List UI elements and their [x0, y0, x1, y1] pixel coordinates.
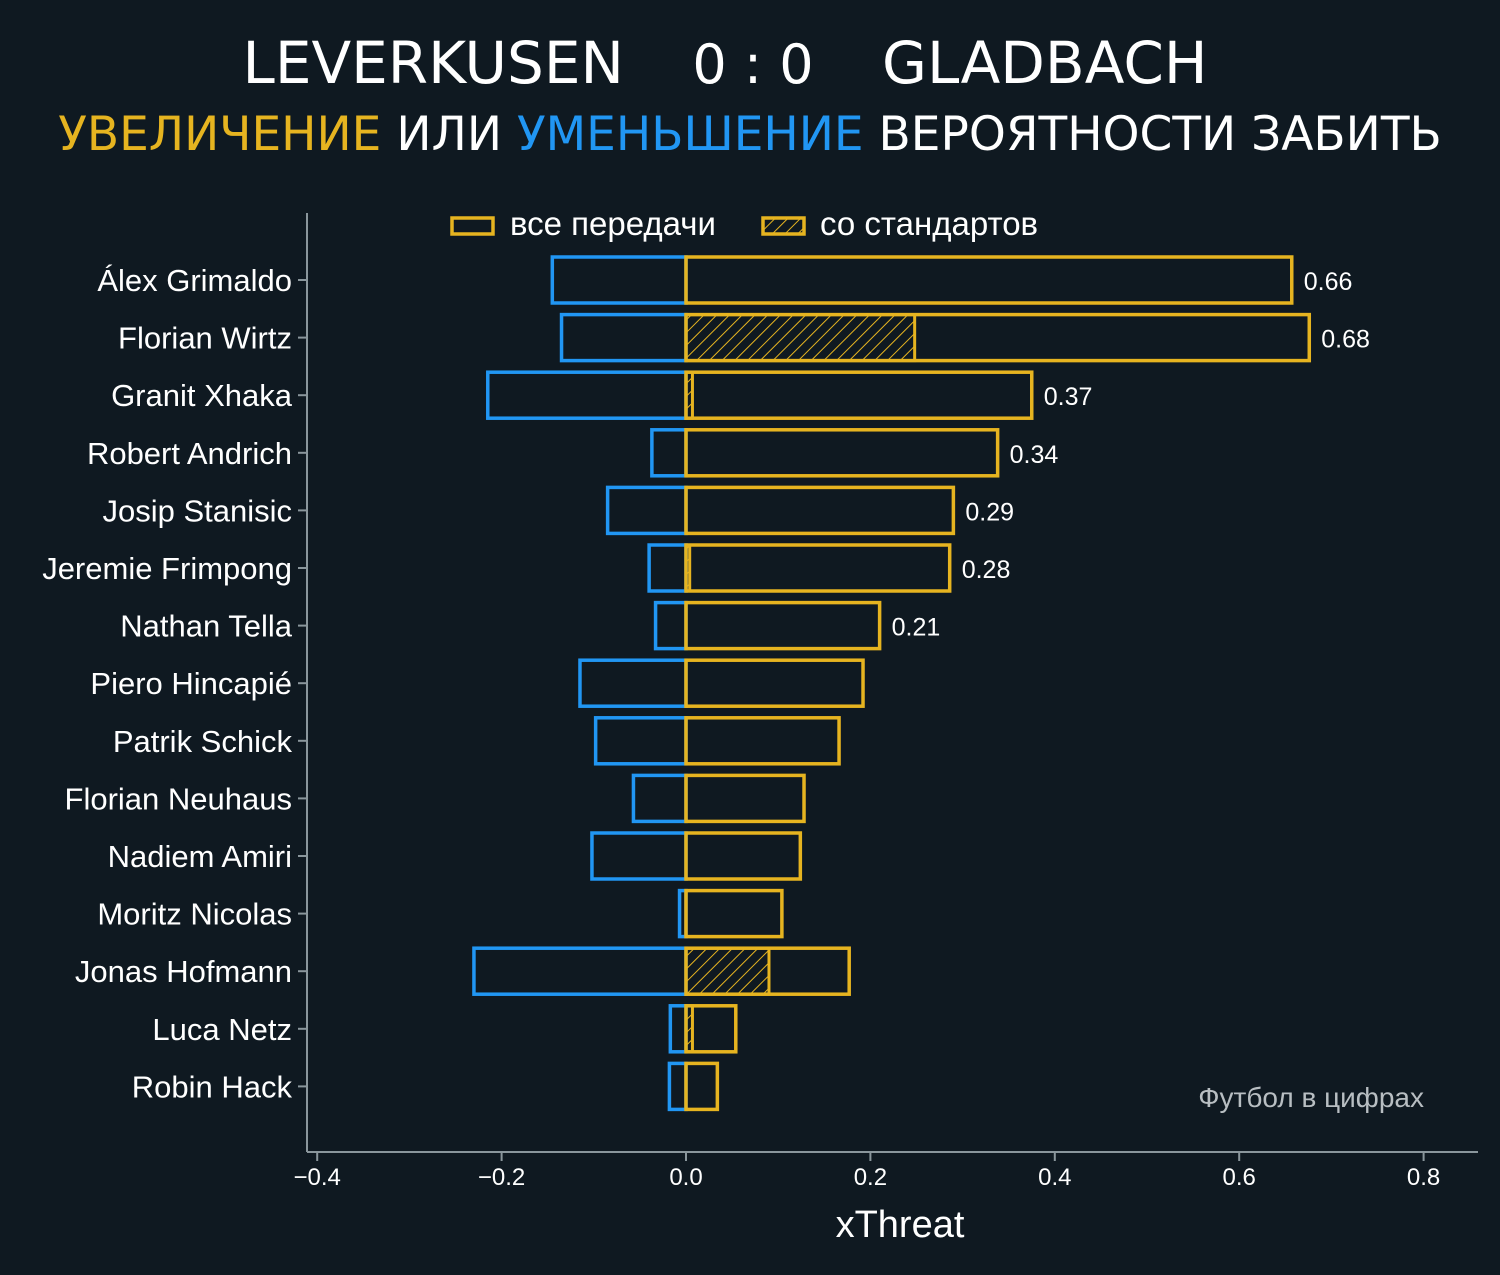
decrease-bar: [668, 1004, 688, 1054]
player-label: Luca Netz: [152, 1012, 292, 1047]
axes: −0.4 −0.2 0.0 0.2 0.4 0.6 0.8: [294, 213, 1478, 1191]
x-tick-label: 0.6: [1223, 1164, 1256, 1191]
player-label: Nadiem Amiri: [108, 839, 292, 874]
bars: [472, 255, 1312, 1112]
subtitle-rest: ВЕРОЯТНОСТИ ЗАБИТЬ: [878, 107, 1442, 162]
watermark: Футбол в цифрах: [1198, 1082, 1424, 1113]
x-axis-label: xThreat: [836, 1204, 965, 1246]
legend: все передачи со стандартов: [450, 205, 1038, 242]
x-tick-label: 0.4: [1038, 1164, 1071, 1191]
increase-bar: [684, 888, 784, 939]
increase-bar: [684, 1061, 720, 1112]
x-tick-label: −0.2: [478, 1164, 525, 1191]
subtitle-increase: УВЕЛИЧЕНИЕ: [58, 107, 382, 162]
player-label: Patrik Schick: [113, 724, 293, 759]
increase-bar: [684, 600, 882, 651]
legend-set-pieces-label: со стандартов: [820, 205, 1038, 242]
value-label: 0.37: [1044, 383, 1093, 411]
increase-bar: [684, 773, 806, 824]
legend-set-pieces-swatch: [761, 216, 806, 236]
player-label: Álex Grimaldo: [97, 263, 292, 298]
decrease-bar: [650, 428, 688, 478]
player-label: Robert Andrich: [87, 436, 292, 471]
decrease-bar: [631, 773, 688, 824]
decrease-bar: [605, 485, 688, 536]
value-label: 0.66: [1304, 268, 1353, 296]
match-score: 0 : 0: [692, 33, 814, 96]
value-label: 0.28: [962, 556, 1011, 584]
legend-all-passes-swatch: [450, 216, 495, 236]
increase-bar: [684, 716, 841, 766]
player-label: Florian Wirtz: [118, 321, 292, 356]
set-piece-bar: [684, 313, 917, 363]
increase-bar: [684, 831, 803, 881]
player-label: Moritz Nicolas: [97, 897, 292, 932]
x-tick-label: 0.2: [854, 1164, 887, 1191]
value-label: 0.21: [892, 614, 941, 642]
increase-bar: [684, 485, 956, 536]
player-label: Josip Stanisic: [102, 493, 292, 528]
decrease-bar: [647, 543, 688, 593]
legend-all-passes-label: все передачи: [510, 205, 716, 242]
player-label: Piero Hincapié: [90, 666, 292, 701]
decrease-bar: [578, 658, 688, 708]
decrease-bar: [590, 831, 688, 881]
subtitle-decrease: УМЕНЬШЕНИЕ: [516, 107, 864, 162]
player-label: Nathan Tella: [120, 609, 293, 644]
increase-bar: [684, 946, 851, 996]
value-label: 0.34: [1010, 441, 1059, 469]
player-label: Jonas Hofmann: [75, 954, 292, 989]
set-piece-bar: [684, 946, 771, 996]
home-team: LEVERKUSEN: [242, 29, 624, 97]
x-tick-label: 0.0: [669, 1164, 702, 1191]
x-tick-label: 0.8: [1407, 1164, 1440, 1191]
away-team: GLADBACH: [882, 29, 1208, 97]
player-label: Florian Neuhaus: [65, 781, 292, 816]
increase-bar: [684, 312, 1312, 363]
increase-bar: [684, 370, 1034, 420]
increase-bar: [684, 428, 1000, 478]
decrease-bar: [559, 312, 688, 363]
value-labels: 0.66 0.68 0.37 0.34 0.29 0.28 0.21: [892, 268, 1370, 642]
decrease-bar: [486, 370, 688, 420]
chart-subtitle: УВЕЛИЧЕНИЕ ИЛИ УМЕНЬШЕНИЕ ВЕРОЯТНОСТИ ЗА…: [0, 104, 1500, 166]
increase-bar: [684, 1004, 738, 1054]
chart-title: LEVERKUSEN 0 : 0 GLADBACH: [0, 28, 1450, 100]
value-label: 0.68: [1321, 326, 1370, 354]
y-tick-labels: Álex Grimaldo Florian Wirtz Granit Xhaka Ro…: [42, 263, 293, 1104]
x-tick-label: −0.4: [294, 1164, 341, 1191]
decrease-bar: [653, 600, 688, 651]
increase-bar: [684, 658, 865, 708]
player-label: Jeremie Frimpong: [42, 551, 292, 586]
player-label: Granit Xhaka: [111, 378, 293, 413]
decrease-bar: [667, 1061, 688, 1112]
value-label: 0.29: [965, 498, 1014, 526]
increase-bar: [684, 255, 1294, 305]
subtitle-or: ИЛИ: [396, 107, 503, 162]
player-label: Robin Hack: [132, 1069, 293, 1104]
increase-bar: [684, 543, 952, 593]
decrease-bar: [472, 946, 688, 996]
decrease-bar: [550, 255, 688, 305]
decrease-bar: [593, 716, 688, 766]
